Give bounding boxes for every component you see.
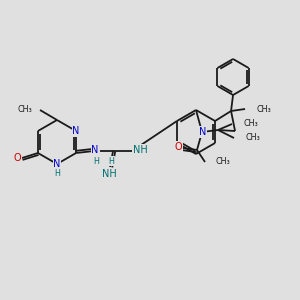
Text: H: H [108,157,114,166]
Text: NH: NH [102,169,116,179]
Text: H: H [93,157,99,166]
Text: N: N [72,126,80,136]
Text: H: H [54,169,60,178]
Text: CH₃: CH₃ [256,104,271,113]
Text: O: O [174,142,182,152]
Text: N: N [199,127,207,137]
Text: CH₃: CH₃ [246,134,261,142]
Text: O: O [13,153,21,163]
Text: N: N [92,145,99,155]
Text: CH₃: CH₃ [244,119,259,128]
Text: CH₃: CH₃ [17,106,32,115]
Text: CH₃: CH₃ [215,158,230,166]
Text: NH: NH [133,145,147,155]
Text: N: N [53,159,61,169]
